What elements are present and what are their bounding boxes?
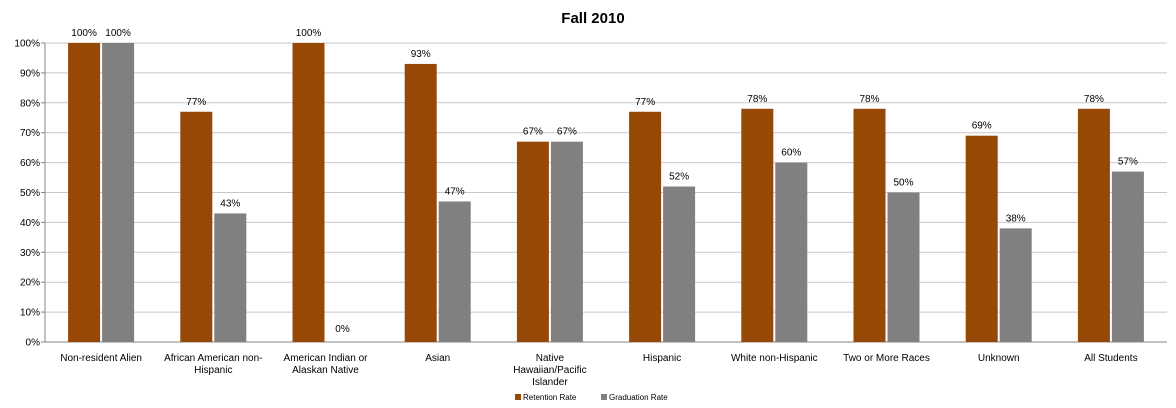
x-category-label: Hispanic xyxy=(194,365,232,376)
bar-retention xyxy=(741,108,774,342)
bar-retention xyxy=(629,111,662,343)
x-category-label: Two or More Races xyxy=(843,353,930,364)
x-category-label: Asian xyxy=(425,353,450,364)
x-category-label: Alaskan Native xyxy=(292,365,359,376)
data-labels: 100% 100% 77% 43% 100% 0% 93% 47% 67% 67% 77% 52% 78… xyxy=(71,28,1138,335)
bar-retention xyxy=(404,63,437,343)
y-tick-label: 0% xyxy=(26,338,41,349)
data-label: 52% xyxy=(669,172,689,183)
chart-title: Fall 2010 xyxy=(561,10,624,27)
bar-graduation xyxy=(102,43,135,342)
y-tick-label: 10% xyxy=(20,308,40,319)
bar-graduation xyxy=(438,201,471,342)
bars xyxy=(68,43,1144,343)
bar-retention xyxy=(853,108,886,342)
data-label: 77% xyxy=(186,97,206,108)
x-category-label: American Indian or xyxy=(284,353,369,364)
legend-label: Retention Rate xyxy=(523,393,577,402)
y-tick-label: 40% xyxy=(20,218,40,229)
data-label: 57% xyxy=(1118,157,1138,168)
data-label: 67% xyxy=(523,127,543,138)
bar-retention xyxy=(180,111,213,343)
x-category-label: Native xyxy=(536,353,565,364)
legend-label: Graduation Rate xyxy=(609,393,668,402)
y-tick-label: 100% xyxy=(14,39,40,50)
bar-retention xyxy=(516,141,549,342)
data-label: 50% xyxy=(893,178,913,189)
data-label: 60% xyxy=(781,148,801,159)
bar-graduation xyxy=(550,141,583,342)
x-category-label: African American non- xyxy=(164,353,262,364)
bar-graduation xyxy=(775,162,808,342)
y-tick-label: 80% xyxy=(20,98,40,109)
x-category-label: All Students xyxy=(1084,353,1137,364)
bar-graduation xyxy=(887,192,920,342)
x-category-label: White non-Hispanic xyxy=(731,353,818,364)
data-label: 47% xyxy=(445,186,465,197)
y-tick-label: 20% xyxy=(20,278,40,289)
data-label: 0% xyxy=(335,324,350,335)
legend-swatch-graduation xyxy=(601,394,607,400)
x-axis-categories: Non-resident Alien African American non-H… xyxy=(60,353,1137,388)
bar-retention xyxy=(292,43,325,342)
x-category-label: Islander xyxy=(532,377,568,388)
bar-graduation xyxy=(999,228,1032,342)
bar-graduation xyxy=(214,213,247,342)
data-label: 78% xyxy=(859,94,879,105)
data-label: 100% xyxy=(71,28,97,39)
y-tick-label: 60% xyxy=(20,158,40,169)
data-label: 67% xyxy=(557,127,577,138)
y-tick-label: 70% xyxy=(20,128,40,139)
data-label: 43% xyxy=(220,198,240,209)
data-label: 77% xyxy=(635,97,655,108)
x-category-label: Hispanic xyxy=(643,353,681,364)
data-label: 100% xyxy=(105,28,131,39)
bar-retention xyxy=(965,135,998,342)
y-tick-label: 90% xyxy=(20,68,40,79)
x-category-label: Hawaiian/Pacific xyxy=(513,365,586,376)
data-label: 93% xyxy=(411,49,431,60)
data-label: 100% xyxy=(296,28,322,39)
bar-retention xyxy=(68,43,101,342)
data-label: 78% xyxy=(747,94,767,105)
y-tick-label: 50% xyxy=(20,188,40,199)
data-label: 38% xyxy=(1006,213,1026,224)
x-category-label: Non-resident Alien xyxy=(60,353,142,364)
legend-swatch-retention xyxy=(515,394,521,400)
x-category-label: Unknown xyxy=(978,353,1020,364)
data-label: 78% xyxy=(1084,94,1104,105)
y-tick-label: 30% xyxy=(20,248,40,259)
bar-graduation xyxy=(1111,171,1144,342)
y-axis-ticks: 0% 10% 20% 30% 40% 50% 60% 70% 80% 90% 100% xyxy=(14,39,40,349)
bar-graduation xyxy=(663,186,696,342)
legend: Retention Rate Graduation Rate xyxy=(515,393,668,402)
bar-retention xyxy=(1077,108,1110,342)
data-label: 69% xyxy=(972,121,992,132)
